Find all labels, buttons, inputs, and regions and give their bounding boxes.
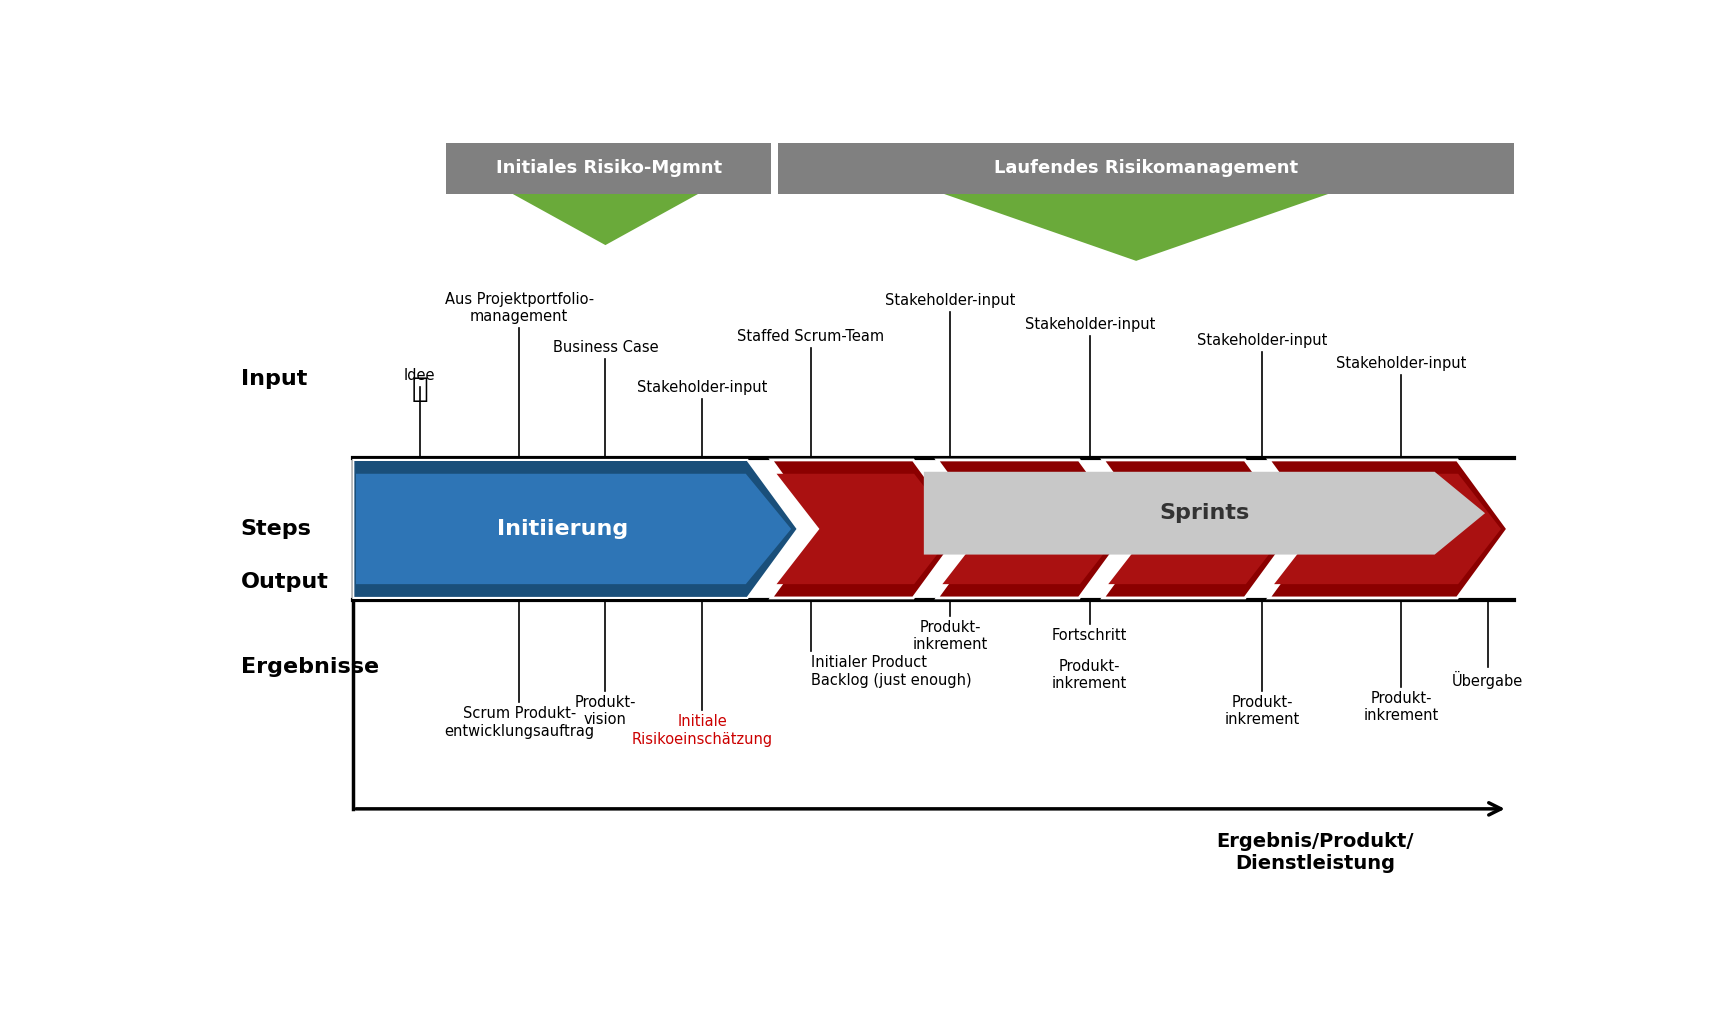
Text: Ergebnis/Produkt/
Dienstleistung: Ergebnis/Produkt/ Dienstleistung xyxy=(1217,831,1414,872)
Text: Aus Projektportfolio-
management: Aus Projektportfolio- management xyxy=(445,292,594,324)
Text: Produkt-
inkrement: Produkt- inkrement xyxy=(1364,690,1440,723)
Polygon shape xyxy=(1269,460,1508,598)
Text: Produkt-
vision: Produkt- vision xyxy=(575,694,637,727)
Polygon shape xyxy=(924,472,1484,555)
Polygon shape xyxy=(777,474,957,584)
Text: Produkt-
inkrement: Produkt- inkrement xyxy=(912,620,988,652)
Text: 💡: 💡 xyxy=(411,375,428,402)
Polygon shape xyxy=(936,460,1130,598)
Text: Input: Input xyxy=(240,369,306,389)
Text: Steps: Steps xyxy=(240,519,312,539)
Text: Initialer Product
Backlog (just enough): Initialer Product Backlog (just enough) xyxy=(811,655,972,687)
Text: Stakeholder-input: Stakeholder-input xyxy=(637,380,767,395)
Polygon shape xyxy=(943,194,1329,261)
Polygon shape xyxy=(512,194,698,245)
Polygon shape xyxy=(1274,474,1501,584)
Text: Initiierung: Initiierung xyxy=(496,519,628,539)
Text: Staffed Scrum-Team: Staffed Scrum-Team xyxy=(738,329,885,344)
Text: Stakeholder-input: Stakeholder-input xyxy=(1024,316,1156,332)
Polygon shape xyxy=(356,474,791,584)
Text: Fortschritt: Fortschritt xyxy=(1051,628,1128,642)
Text: Initiales Risiko-Mgmnt: Initiales Risiko-Mgmnt xyxy=(496,159,722,177)
Text: Stakeholder-input: Stakeholder-input xyxy=(1337,356,1467,372)
Text: Scrum Produkt-
entwicklungsauftrag: Scrum Produkt- entwicklungsauftrag xyxy=(443,707,594,738)
Polygon shape xyxy=(353,460,798,598)
FancyBboxPatch shape xyxy=(447,142,770,194)
Polygon shape xyxy=(1108,474,1289,584)
Text: Produkt-
inkrement: Produkt- inkrement xyxy=(1224,694,1299,727)
Polygon shape xyxy=(770,460,964,598)
Text: Produkt-
inkrement: Produkt- inkrement xyxy=(1053,659,1126,691)
Polygon shape xyxy=(942,474,1123,584)
Text: Ergebnisse: Ergebnisse xyxy=(240,657,378,677)
Text: Stakeholder-input: Stakeholder-input xyxy=(1197,333,1327,347)
Text: Idee: Idee xyxy=(404,368,435,383)
Text: Sprints: Sprints xyxy=(1159,503,1250,523)
Text: Laufendes Risikomanagement: Laufendes Risikomanagement xyxy=(995,159,1298,177)
Text: Übergabe: Übergabe xyxy=(1452,671,1524,689)
Text: Output: Output xyxy=(240,571,329,592)
Text: Initiale
Risikoeinschätzung: Initiale Risikoeinschätzung xyxy=(632,715,772,746)
FancyBboxPatch shape xyxy=(777,142,1513,194)
Text: Business Case: Business Case xyxy=(553,341,657,355)
Text: Stakeholder-input: Stakeholder-input xyxy=(885,293,1015,308)
Polygon shape xyxy=(1103,460,1296,598)
